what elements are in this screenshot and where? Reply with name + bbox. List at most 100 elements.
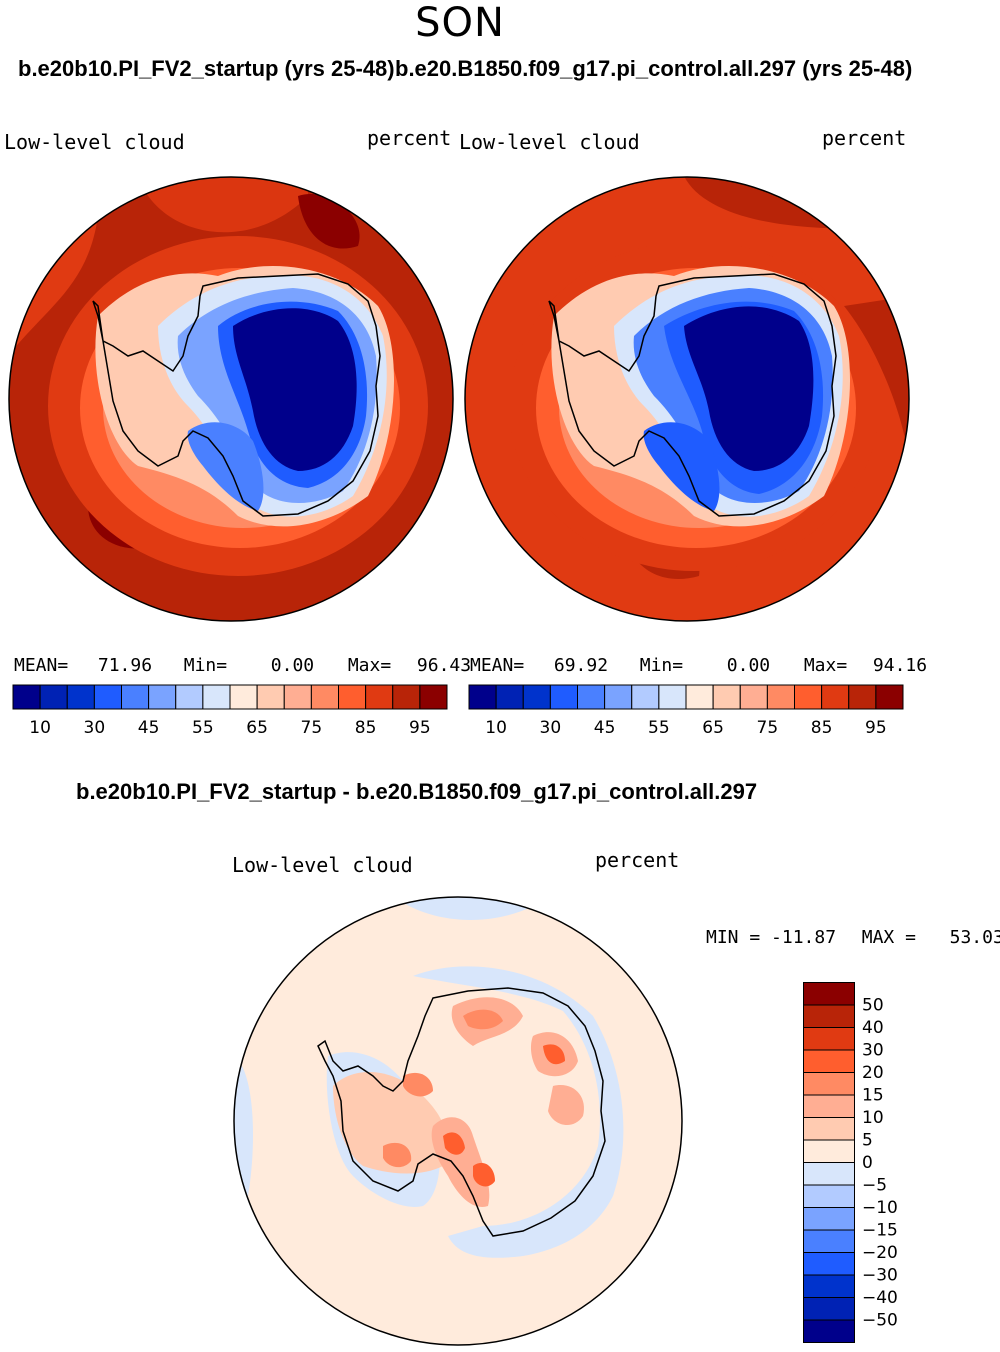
mean-value: 69.92 [553,655,609,676]
colorbar-diff-swatch [803,1274,855,1298]
colorbar-b-swatch [468,684,497,710]
colorbar-b-tick-label: 85 [811,718,833,738]
colorbar-a-swatch [419,684,448,710]
mean-label: MEAN= [470,655,525,676]
colorbar-b-swatch [685,684,714,710]
colorbar-diff-swatch [803,1139,855,1163]
colorbar-b: 10 30 45 55 65 75 85 95 [468,684,904,738]
colorbar-a-swatch [39,684,68,710]
colorbar-b-tick-label: 30 [540,718,562,738]
colorbar-b-tick-label: 75 [757,718,779,738]
panel-a-variable: Low-level cloud [4,130,185,154]
colorbar-diff-swatch [803,1049,855,1073]
colorbar-b-swatch [604,684,633,710]
colorbar-diff-tick-label: −20 [862,1243,898,1263]
colorbar-diff-tick-label: −10 [862,1198,898,1218]
colorbar-b-swatch [549,684,578,710]
panel-b-stats: MEAN= 69.92 Min= 0.00 Max= 94.16 [470,655,927,676]
colorbar-b-swatch [712,684,741,710]
colorbar-diff-tick-label: 15 [862,1086,884,1106]
colorbar-b-tick-label: 45 [594,718,616,738]
colorbar-diff-tick-label: −5 [862,1176,887,1196]
colorbar-b-swatch [875,684,904,710]
max-value: 96.43 [416,655,472,676]
diff-variable: Low-level cloud [232,853,413,877]
colorbar-a-swatch [12,684,41,710]
colorbar-diff-tick-label: 40 [862,1018,884,1038]
colorbar-diff-tick-label: −50 [862,1311,898,1331]
antarctica-coastline [317,987,606,1237]
colorbar-a-swatch [338,684,367,710]
colorbar-diff-swatch [803,1027,855,1051]
colorbar-diff-swatch [803,1072,855,1096]
max-label: Max= [347,655,392,676]
colorbar-a-swatch [148,684,177,710]
colorbar-a-swatch [66,684,95,710]
colorbar-diff-swatch [803,1162,855,1186]
colorbar-a-swatch [93,684,122,710]
colorbar-diff-tick-label: −30 [862,1266,898,1286]
colorbar-b-swatch [794,684,823,710]
colorbar-diff-swatch [803,1117,855,1141]
colorbar-b-swatch [766,684,795,710]
colorbar-diff-tick-label: 30 [862,1041,884,1061]
panel-a-stats: MEAN= 71.96 Min= 0.00 Max= 96.43 [14,655,471,676]
diff-max-label: MAX = [861,927,916,948]
colorbar-b-swatch [495,684,524,710]
mean-value: 71.96 [97,655,153,676]
colorbar-b-tick-label: 10 [485,718,507,738]
colorbar-diff-tick-label: 50 [862,996,884,1016]
polar-map-a [8,176,454,622]
colorbar-diff-tick-label: 0 [862,1153,873,1173]
run-b-title: b.e20.B1850.f09_g17.pi_control.all.297 (… [395,56,913,81]
diff-max-value: 53.03 [949,927,1000,948]
colorbar-diff-swatch [803,1184,855,1208]
colorbar-a-swatch [365,684,394,710]
colorbar-a: 10 30 45 55 65 75 85 95 [12,684,448,738]
season-title: SON [415,0,505,46]
min-label: Min= [183,655,228,676]
colorbar-diff-swatch [803,1229,855,1253]
polar-map-b [464,176,910,622]
colorbar-b-swatch [631,684,660,710]
colorbar-b-swatch [739,684,768,710]
max-value: 94.16 [872,655,928,676]
colorbar-diff-swatch [803,1252,855,1276]
run-a-title: b.e20b10.PI_FV2_startup (yrs 25-48) [18,56,395,81]
colorbar-b-tick-label: 95 [865,718,887,738]
colorbar-diff-swatch [803,1004,855,1028]
colorbar-a-swatch [283,684,312,710]
colorbar-diff-tick-label: 5 [862,1131,873,1151]
min-label: Min= [639,655,684,676]
colorbar-b-swatch [522,684,551,710]
colorbar-b-swatch [821,684,850,710]
diff-stats: MIN = -11.87 MAX = 53.03 [706,927,1000,948]
colorbar-a-tick-label: 10 [29,718,51,738]
min-value: 0.00 [726,655,771,676]
diff-title: b.e20b10.PI_FV2_startup - b.e20.B1850.f0… [76,779,758,804]
panel-b-units: percent [822,126,907,150]
mean-label: MEAN= [14,655,69,676]
colorbar-diff-tick-label: 20 [862,1063,884,1083]
colorbar-a-swatch [256,684,285,710]
colorbar-diff-tick-label: 10 [862,1108,884,1128]
colorbar-a-tick-label: 75 [301,718,323,738]
colorbar-diff-tick-label: −40 [862,1288,898,1308]
colorbar-a-tick-label: 95 [409,718,431,738]
colorbar-a-swatch [202,684,231,710]
colorbar-a-tick-label: 85 [355,718,377,738]
colorbar-a-tick-label: 65 [246,718,268,738]
colorbar-diff-swatch [803,982,855,1006]
colorbar-a-tick-label: 45 [138,718,160,738]
colorbar-b-swatch [658,684,687,710]
max-label: Max= [803,655,848,676]
colorbar-b-tick-label: 65 [702,718,724,738]
colorbar-diff-swatch [803,1319,855,1343]
colorbar-b-tick-label: 55 [648,718,670,738]
colorbar-diff-tick-label: −15 [862,1221,898,1241]
colorbar-a-swatch [229,684,258,710]
polar-map-diff [233,896,683,1346]
diff-min-value: -11.87 [771,927,837,948]
panel-b-variable: Low-level cloud [459,130,640,154]
